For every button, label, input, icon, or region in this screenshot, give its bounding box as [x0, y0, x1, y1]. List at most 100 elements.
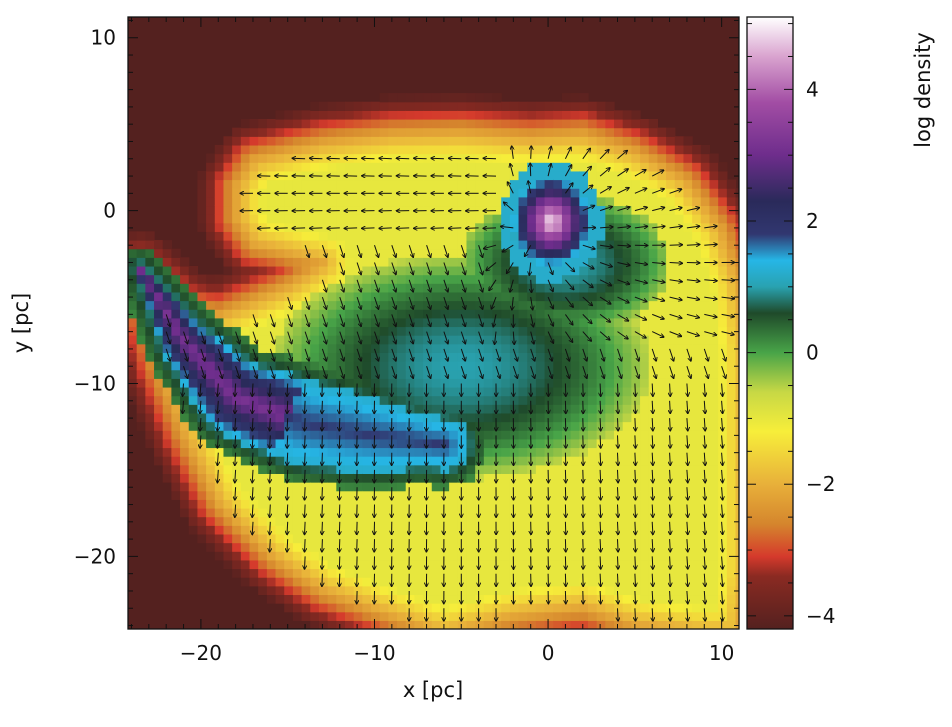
- velocity-arrow: [704, 590, 705, 604]
- density-cell: [553, 248, 563, 258]
- density-cell: [631, 525, 641, 535]
- density-cell: [640, 620, 650, 629]
- density-cell: [301, 533, 311, 544]
- density-cell: [258, 317, 268, 328]
- density-cell: [206, 352, 216, 362]
- density-cell: [622, 309, 632, 319]
- density-cell: [466, 214, 476, 224]
- velocity-arrow: [287, 366, 292, 378]
- density-cell: [596, 577, 606, 587]
- density-cell: [640, 378, 650, 388]
- density-cell: [423, 231, 433, 241]
- density-cell: [570, 300, 580, 310]
- density-cell: [301, 378, 311, 388]
- density-cell: [527, 127, 537, 137]
- density-cell: [405, 603, 416, 613]
- density-cell: [527, 559, 537, 570]
- density-cell: [353, 170, 363, 181]
- density-cell: [344, 430, 355, 440]
- density-cell: [258, 568, 268, 578]
- density-cell: [475, 533, 485, 544]
- density-cell: [180, 265, 190, 276]
- density-cell: [614, 559, 624, 570]
- x-axis-label: x [pc]: [403, 678, 463, 702]
- density-cell: [596, 309, 606, 319]
- plot-frame: [127, 16, 740, 630]
- density-cell: [284, 309, 294, 319]
- density-cell: [405, 274, 416, 284]
- density-cell: [614, 585, 624, 596]
- velocity-arrow: [356, 348, 361, 361]
- density-cell: [466, 136, 476, 146]
- density-cell: [240, 265, 251, 276]
- density-cell: [622, 300, 632, 310]
- density-cell: [483, 317, 494, 328]
- density-cell: [518, 568, 528, 578]
- density-cell: [258, 231, 268, 241]
- density-cell: [501, 516, 511, 526]
- density-cell: [553, 404, 563, 414]
- density-cell: [622, 620, 632, 629]
- velocity-arrow: [339, 573, 340, 587]
- density-cell: [726, 361, 737, 371]
- density-cell: [648, 162, 659, 172]
- density-cell: [709, 456, 719, 466]
- density-cell: [587, 335, 598, 345]
- density-cell: [509, 620, 520, 629]
- density-cell: [180, 404, 190, 414]
- density-cell: [223, 395, 233, 405]
- velocity-arrow: [564, 183, 573, 194]
- density-cell: [206, 369, 216, 379]
- density-cell: [449, 395, 459, 405]
- density-cell: [657, 585, 667, 596]
- density-cell: [657, 343, 667, 353]
- density-cell: [622, 352, 632, 362]
- density-cell: [640, 326, 650, 336]
- density-cell: [240, 326, 251, 336]
- density-cell: [258, 309, 268, 319]
- density-cell: [709, 516, 719, 526]
- density-cell: [292, 300, 303, 310]
- density-cell: [700, 551, 711, 561]
- density-cell: [718, 326, 728, 336]
- density-cell: [483, 412, 494, 423]
- velocity-arrow: [287, 348, 292, 361]
- velocity-arrow: [634, 331, 646, 338]
- density-cell: [423, 291, 433, 302]
- density-cell: [509, 283, 520, 293]
- density-cell: [657, 369, 667, 379]
- density-cell: [683, 473, 693, 483]
- density-cell: [700, 248, 711, 258]
- density-cell: [162, 404, 172, 414]
- density-cell: [640, 533, 650, 544]
- density-cell: [336, 438, 346, 449]
- density-cell: [587, 153, 598, 163]
- velocity-arrow: [304, 314, 309, 326]
- velocity-arrow: [339, 400, 340, 414]
- density-cell: [405, 525, 416, 535]
- density-cell: [423, 395, 433, 405]
- density-cell: [258, 516, 268, 526]
- density-cell: [553, 430, 563, 440]
- density-cell: [223, 153, 233, 163]
- density-cell: [700, 283, 711, 293]
- velocity-arrow: [634, 226, 648, 228]
- density-cell: [240, 395, 251, 405]
- velocity-arrow: [322, 573, 323, 587]
- density-cell: [735, 490, 739, 500]
- density-cell: [674, 412, 685, 423]
- density-cell: [561, 585, 572, 596]
- density-cell: [405, 144, 416, 155]
- density-cell: [596, 533, 606, 544]
- density-cell: [535, 438, 546, 449]
- density-cell: [579, 378, 589, 388]
- density-cell: [414, 196, 424, 207]
- density-cell: [674, 205, 685, 215]
- density-cell: [206, 361, 216, 371]
- velocity-arrow: [356, 245, 361, 257]
- density-cell: [587, 516, 598, 526]
- density-cell: [232, 343, 242, 353]
- velocity-arrow: [322, 418, 323, 431]
- density-cell: [501, 577, 511, 587]
- density-cell: [449, 568, 459, 578]
